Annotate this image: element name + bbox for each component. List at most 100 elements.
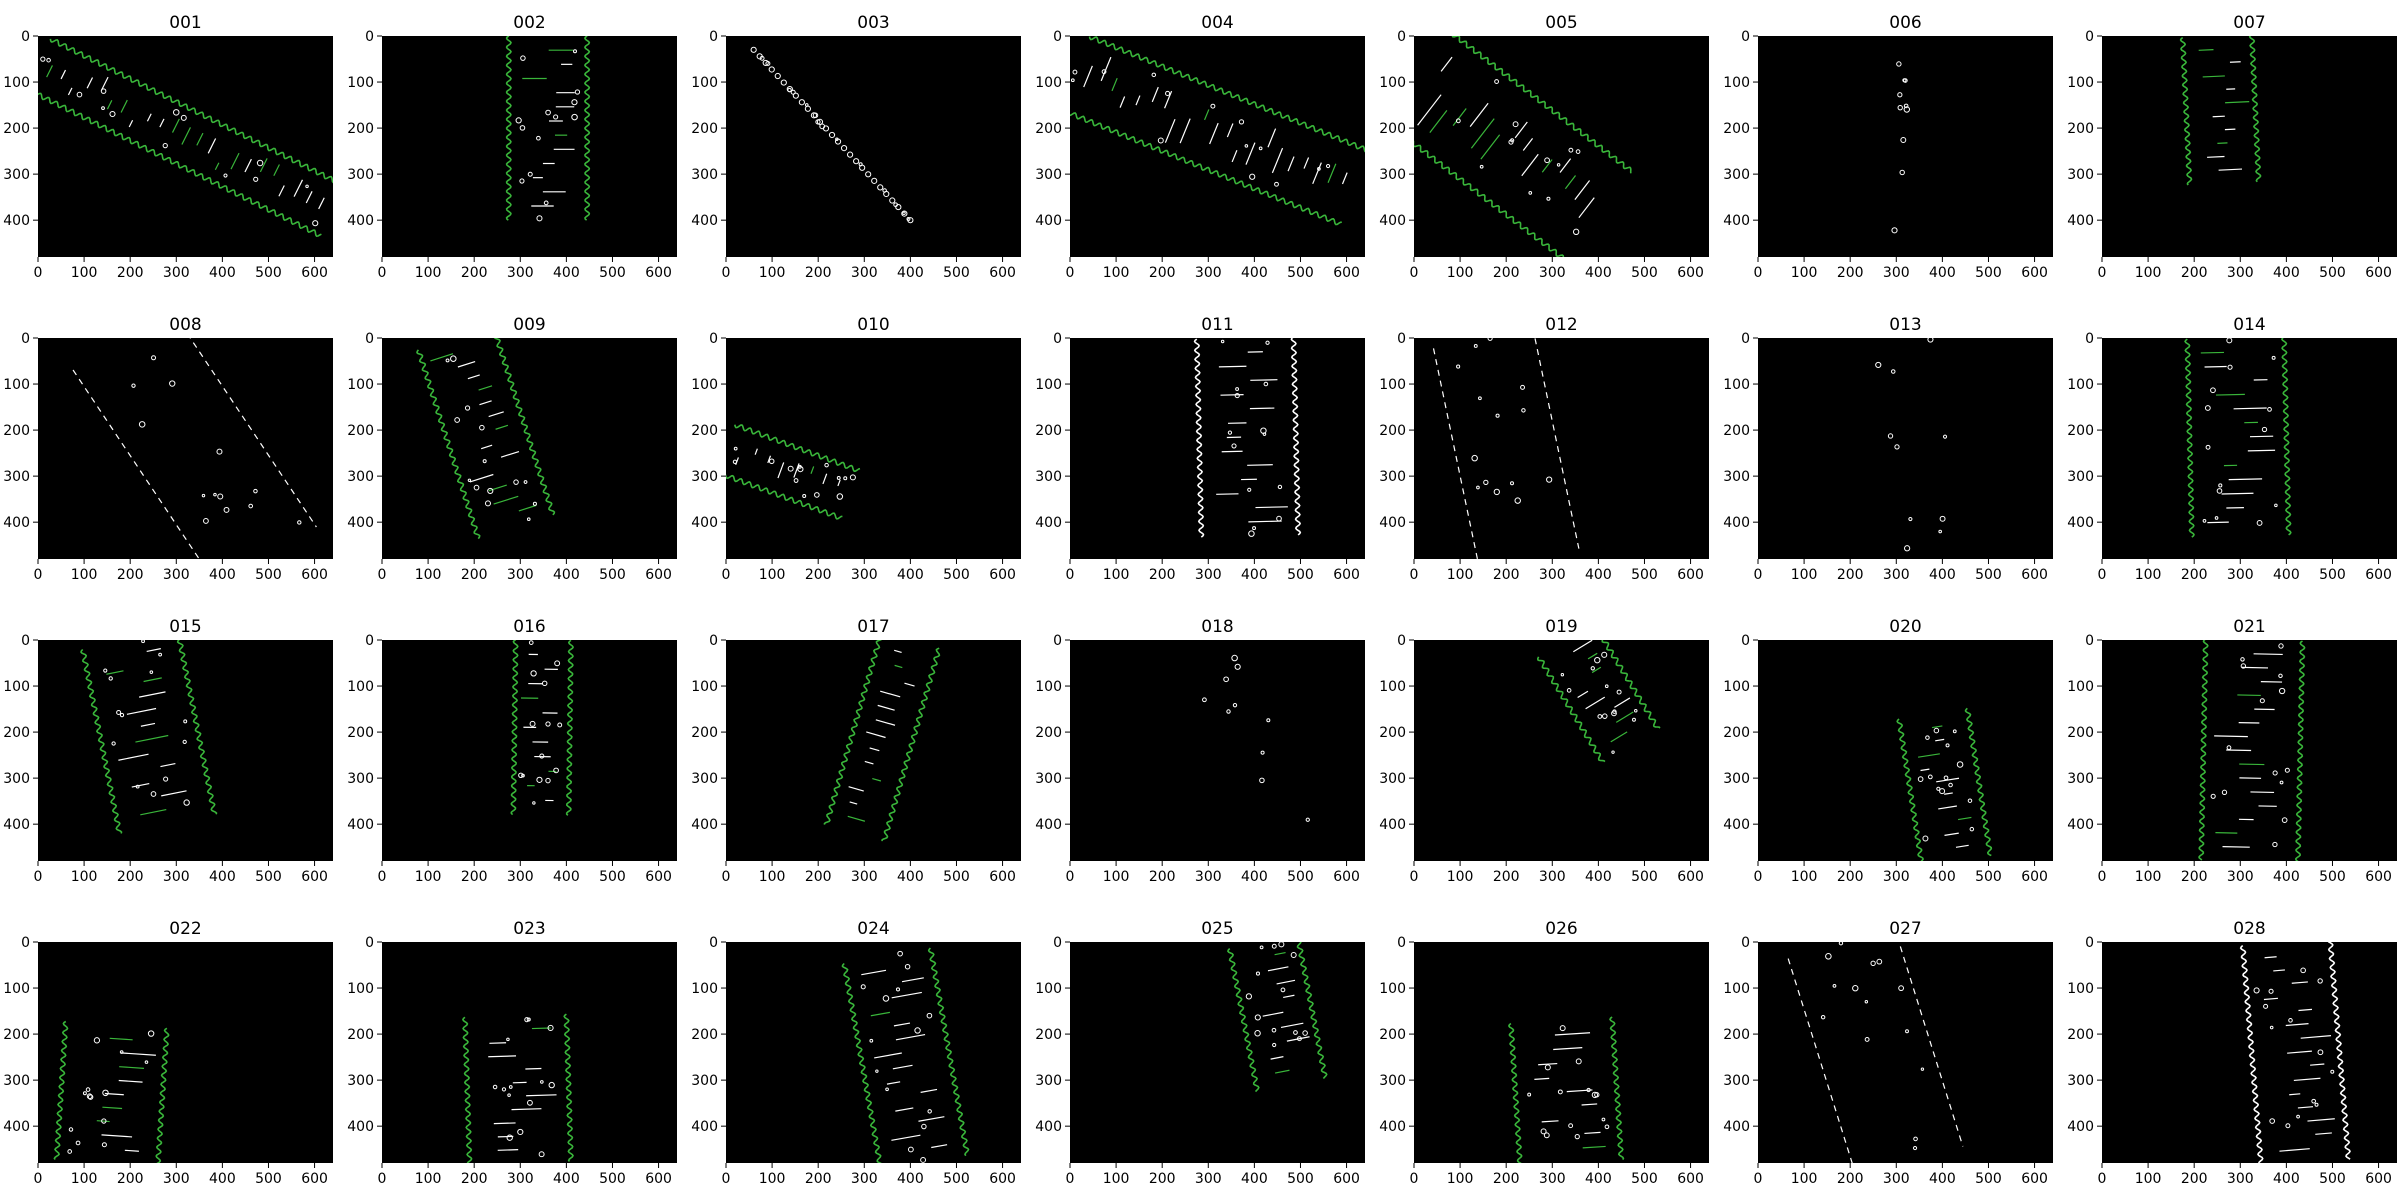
x-tick-label: 0 bbox=[34, 265, 43, 281]
edge-segment bbox=[891, 1134, 921, 1141]
edge-blob bbox=[149, 670, 154, 674]
x-tick-label: 400 bbox=[1929, 567, 1956, 583]
edge-blob bbox=[1632, 717, 1636, 722]
edge-blob bbox=[895, 987, 901, 992]
edge-blob bbox=[1616, 689, 1622, 695]
x-tick-label: 100 bbox=[2135, 1171, 2162, 1187]
edge-segment bbox=[1270, 1056, 1284, 1060]
contour-line bbox=[823, 640, 882, 825]
edge-blob bbox=[527, 1099, 533, 1106]
x-tick-label: 100 bbox=[71, 869, 98, 885]
edge-segment bbox=[1274, 1069, 1290, 1074]
panel-017: 017 0 100 200 300 400 500 600 0 100 200 300 400 bbox=[691, 617, 1021, 885]
y-tick-label: 0 bbox=[1053, 29, 1062, 45]
y-axis: 0 100 200 300 400 bbox=[3, 935, 38, 1135]
y-axis: 0 100 200 300 400 bbox=[2067, 331, 2102, 531]
x-tick-label: 600 bbox=[1333, 567, 1360, 583]
edge-blob bbox=[536, 776, 543, 783]
edge-segment bbox=[102, 1106, 123, 1110]
x-tick-label: 500 bbox=[1287, 265, 1314, 281]
panel-title: 023 bbox=[513, 919, 545, 939]
x-tick-label: 600 bbox=[1333, 1171, 1360, 1187]
x-tick-label: 200 bbox=[1837, 1171, 1864, 1187]
x-tick-label: 400 bbox=[1241, 265, 1268, 281]
edge-blob bbox=[2284, 767, 2290, 773]
edge-segment bbox=[1164, 118, 1176, 143]
y-axis: 0 100 200 300 400 bbox=[1035, 331, 1070, 531]
edge-blob bbox=[1305, 817, 1310, 822]
edge-segment bbox=[318, 197, 325, 210]
edge-blob bbox=[553, 767, 559, 774]
edge-blob bbox=[1903, 106, 1911, 113]
y-tick-label: 300 bbox=[691, 167, 718, 183]
y-tick-label: 0 bbox=[709, 633, 718, 649]
panel-image bbox=[2102, 36, 2397, 257]
edge-blob bbox=[523, 480, 528, 484]
edge-segment bbox=[864, 760, 874, 765]
edge-blob bbox=[109, 110, 116, 118]
edge-blob bbox=[1245, 993, 1253, 1000]
contour-line bbox=[583, 36, 591, 221]
edge-segment bbox=[2263, 997, 2279, 1001]
edge-blob bbox=[1590, 666, 1595, 671]
edge-segment bbox=[305, 191, 313, 204]
edge-blob bbox=[545, 721, 551, 727]
edge-blob bbox=[759, 55, 765, 61]
edge-blob bbox=[810, 112, 818, 119]
x-axis: 0 100 200 300 400 500 600 bbox=[1066, 1163, 1360, 1187]
edge-segment bbox=[140, 722, 156, 727]
edge-blob bbox=[1272, 1042, 1277, 1048]
edge-segment bbox=[2297, 1106, 2314, 1109]
panel-016: 016 0 100 200 300 400 500 600 0 100 200 300 400 bbox=[347, 617, 677, 885]
edge-blob bbox=[1271, 1027, 1277, 1033]
edge-overlay bbox=[1787, 942, 1964, 1163]
panel-012: 012 0 100 200 300 400 500 600 0 100 200 300 400 bbox=[1379, 315, 1709, 583]
edge-segment bbox=[848, 786, 864, 792]
edge-segment bbox=[1541, 1120, 1559, 1123]
edge-segment bbox=[46, 65, 53, 78]
edge-blob bbox=[1296, 1036, 1302, 1042]
edge-segment bbox=[1538, 1062, 1558, 1066]
edge-blob bbox=[201, 493, 206, 498]
y-tick-label: 100 bbox=[691, 75, 718, 91]
edge-blob bbox=[492, 1084, 498, 1090]
x-tick-label: 300 bbox=[163, 869, 190, 885]
edge-segment bbox=[244, 158, 252, 173]
x-tick-label: 400 bbox=[553, 1171, 580, 1187]
edge-blob bbox=[530, 670, 537, 677]
edge-segment bbox=[931, 1144, 948, 1149]
contour-line bbox=[841, 962, 882, 1163]
edge-blob bbox=[1512, 121, 1519, 128]
edge-blob bbox=[2278, 687, 2286, 695]
y-tick-label: 100 bbox=[1723, 981, 1750, 997]
edge-blob bbox=[464, 405, 471, 411]
y-tick-label: 300 bbox=[691, 771, 718, 787]
x-tick-label: 200 bbox=[1837, 869, 1864, 885]
edge-blob bbox=[846, 151, 854, 158]
edge-segment bbox=[810, 466, 815, 474]
y-tick-label: 200 bbox=[347, 1027, 374, 1043]
edge-segment bbox=[196, 132, 204, 146]
edge-segment bbox=[109, 1037, 133, 1041]
edge-segment bbox=[893, 1022, 911, 1027]
edge-blob bbox=[1456, 364, 1461, 369]
y-tick-label: 100 bbox=[691, 981, 718, 997]
panel-title: 027 bbox=[1889, 919, 1921, 939]
edge-blob bbox=[1280, 987, 1286, 993]
edge-blob bbox=[2256, 520, 2263, 526]
x-tick-label: 100 bbox=[1447, 567, 1474, 583]
edge-blob bbox=[1875, 361, 1882, 369]
edge-blob bbox=[248, 503, 254, 509]
y-axis: 0 100 200 300 400 bbox=[1379, 935, 1414, 1135]
panel-025: 025 0 100 200 300 400 500 600 0 100 200 300 400 bbox=[1035, 919, 1365, 1187]
x-tick-label: 300 bbox=[1883, 567, 1910, 583]
edge-blob bbox=[163, 776, 169, 782]
x-tick-label: 400 bbox=[553, 869, 580, 885]
edge-blob bbox=[793, 478, 799, 483]
y-tick-label: 200 bbox=[347, 725, 374, 741]
contour-line bbox=[1964, 707, 1993, 857]
edge-overlay bbox=[505, 36, 591, 222]
panel-title: 005 bbox=[1545, 13, 1577, 33]
edge-blob bbox=[1939, 788, 1946, 795]
edge-blob bbox=[75, 1140, 81, 1146]
